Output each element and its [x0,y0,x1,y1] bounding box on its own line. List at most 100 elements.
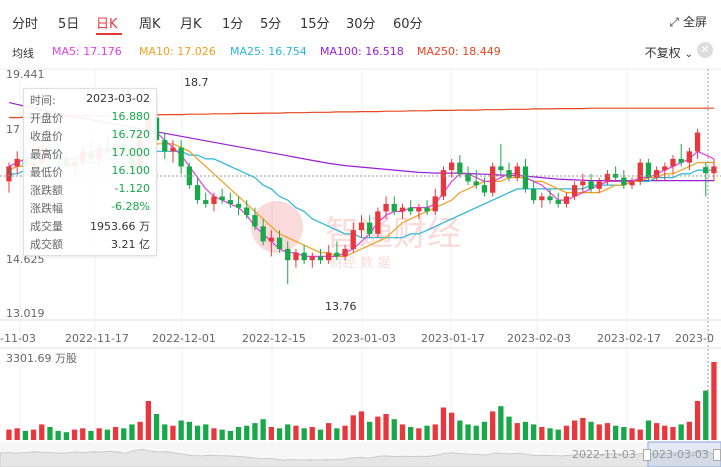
candle [293,248,299,268]
candle [260,218,266,246]
tab-15min[interactable]: 15分 [300,17,330,32]
candle-body [350,230,356,249]
tab-1min[interactable]: 1分 [222,17,244,32]
volume-bar [506,416,512,440]
candle [498,143,504,174]
volume-bar [498,406,504,440]
volume-bar [539,427,545,440]
volume-bar [670,427,676,440]
tooltip-row-time: 时间: 2023-03-02 [30,92,150,107]
candlesticks [6,98,717,285]
volume-bar [432,424,438,440]
candle [637,158,643,186]
candle-body [244,207,250,216]
volume-bar [6,429,12,440]
expand-icon: ⤢ [669,15,679,29]
tab-monthly-k[interactable]: 月K [180,17,202,32]
candle-body [424,207,430,212]
volume-bar [153,414,160,440]
candle [6,162,12,193]
volume-bar [531,424,537,440]
candle-body [440,170,447,197]
volume-bar [694,401,701,440]
close-icon[interactable]: ✕ [697,42,713,58]
tab-intraday[interactable]: 分时 [12,17,39,32]
candle [317,248,324,264]
candle-body [219,196,225,201]
ma10-legend: MA10: 17.026 [139,45,216,58]
candle [457,155,463,178]
fullscreen-button[interactable]: ⤢ 全屏 [669,13,707,30]
tooltip-row-low: 最低价 16.100 [30,164,150,179]
candle-body [309,256,315,261]
candle [358,215,365,238]
candle-body [260,226,266,242]
kline-chart[interactable]: 智通财经 财经 数 据 19.441 17 5 14.625 13.019 18… [0,62,721,467]
tab-5day[interactable]: 5日 [58,17,80,32]
volume-bar [399,424,406,440]
candle [514,162,520,182]
candle-body [580,181,586,186]
volume-bar [104,429,110,440]
volume-bar [276,428,283,440]
volume-bar [358,411,365,440]
tab-60min[interactable]: 60分 [393,17,423,32]
volume-bar [194,425,201,440]
navigator-right-handle[interactable] [713,449,721,461]
candle-body [235,203,242,208]
candle-body [268,237,274,242]
candle [194,177,201,204]
tab-daily-k[interactable]: 日K [96,17,118,32]
tab-30min[interactable]: 30分 [346,17,376,32]
tooltip-row-high: 最高价 17.000 [30,146,150,161]
date-tick-label: 2023-01-03 [332,332,396,345]
adjust-dropdown[interactable]: 不复权 ⌄ [645,44,693,61]
ma5-legend: MA5: 17.176 [52,45,122,58]
date-tick-label: 2022-11-17 [65,332,129,345]
volume-bar [342,425,348,440]
candle [408,200,414,216]
date-tick-label: -11-03 [0,332,36,345]
tab-weekly-k[interactable]: 周K [139,17,161,32]
candle-body [334,252,340,257]
candle-body [654,170,660,178]
candle-body [498,166,504,171]
candle-body [326,252,332,261]
candle [662,162,668,182]
candle-body [670,158,676,167]
volume-bar [203,424,209,440]
ma250-legend: MA250: 18.449 [417,45,501,58]
candle-body [276,237,283,249]
candle [375,207,381,238]
candle-body [170,147,176,152]
candle [481,177,488,197]
candle [473,170,479,189]
candle-body [457,162,463,174]
candle [285,241,291,285]
volume-bar [596,424,602,440]
navigator-left-handle[interactable] [643,449,651,461]
candle [547,188,553,204]
candle-body [317,256,324,261]
tooltip-row-open: 开盘价 16.880 [30,110,150,125]
candle [203,192,209,208]
candle-body [203,200,209,204]
tab-5min[interactable]: 5分 [260,17,282,32]
candle [531,181,537,204]
ma25-legend: MA25: 16.754 [230,45,307,58]
date-tick-label: 2023-01-17 [421,332,485,345]
candle-body [211,196,217,204]
volume-bar [88,430,94,440]
candle [416,203,422,219]
volume-bar [22,430,28,440]
volume-bar [375,416,381,440]
volume-bar [244,425,250,440]
volume-bar [112,427,119,440]
date-tick-label: 2022-12-01 [152,332,216,345]
volume-bar [572,420,578,440]
candle-body [637,162,643,182]
candle-body [162,140,168,152]
volume-bars [6,362,717,440]
navigator-selection[interactable] [647,441,721,467]
candle-body [227,200,233,204]
